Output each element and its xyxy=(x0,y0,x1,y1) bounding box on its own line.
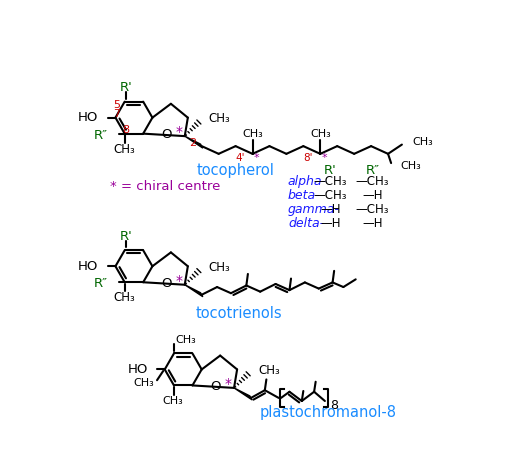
Text: CH₃: CH₃ xyxy=(114,142,135,156)
Text: R': R' xyxy=(120,81,133,94)
Text: tocotrienols: tocotrienols xyxy=(196,306,283,321)
Text: CH₃: CH₃ xyxy=(133,378,154,388)
Text: 2: 2 xyxy=(189,138,196,148)
Text: beta-: beta- xyxy=(288,189,321,202)
Text: CH₃: CH₃ xyxy=(242,129,263,139)
Text: R': R' xyxy=(324,163,337,177)
Polygon shape xyxy=(185,285,203,297)
Text: tocopherol: tocopherol xyxy=(197,163,275,177)
Text: CH₃: CH₃ xyxy=(258,364,280,377)
Text: CH₃: CH₃ xyxy=(209,112,230,125)
Text: *: * xyxy=(224,377,231,391)
Text: * = chiral centre: * = chiral centre xyxy=(110,180,220,193)
Text: CH₃: CH₃ xyxy=(413,136,433,147)
Text: 5: 5 xyxy=(113,100,120,110)
Text: —H: —H xyxy=(320,203,340,216)
Text: gamma-: gamma- xyxy=(288,203,340,216)
Text: CH₃: CH₃ xyxy=(175,334,196,345)
Text: HO: HO xyxy=(78,111,99,124)
Text: CH₃: CH₃ xyxy=(209,261,230,274)
Text: CH₃: CH₃ xyxy=(114,291,135,304)
Text: 8': 8' xyxy=(303,154,312,163)
Text: CH₃: CH₃ xyxy=(400,161,421,171)
Text: 8: 8 xyxy=(330,399,338,412)
Text: R″: R″ xyxy=(93,277,108,290)
Text: *: * xyxy=(175,274,182,288)
Text: 8: 8 xyxy=(122,125,130,135)
Text: delta-: delta- xyxy=(288,217,324,230)
Text: —H: —H xyxy=(362,217,383,230)
Text: O: O xyxy=(161,277,171,290)
Text: O: O xyxy=(161,128,171,142)
Text: alpha-: alpha- xyxy=(288,175,327,188)
Text: 7: 7 xyxy=(114,109,120,119)
Text: O: O xyxy=(210,380,221,393)
Text: plastochromanol-8: plastochromanol-8 xyxy=(260,405,397,420)
Text: R': R' xyxy=(120,230,133,243)
Text: *: * xyxy=(254,153,259,163)
Text: *: * xyxy=(321,153,327,163)
Text: —CH₃: —CH₃ xyxy=(313,175,347,188)
Text: HO: HO xyxy=(78,260,99,273)
Polygon shape xyxy=(185,136,203,148)
Text: *: * xyxy=(175,125,182,139)
Text: HO: HO xyxy=(128,363,148,376)
Text: CH₃: CH₃ xyxy=(162,396,183,406)
Text: CH₃: CH₃ xyxy=(310,129,331,139)
Text: R″: R″ xyxy=(93,129,108,142)
Polygon shape xyxy=(234,388,252,400)
Text: —H: —H xyxy=(320,217,340,230)
Text: —CH₃: —CH₃ xyxy=(356,175,389,188)
Text: —CH₃: —CH₃ xyxy=(356,203,389,216)
Text: 4': 4' xyxy=(235,154,245,163)
Text: —CH₃: —CH₃ xyxy=(313,189,347,202)
Text: R″: R″ xyxy=(365,163,380,177)
Text: —H: —H xyxy=(362,189,383,202)
